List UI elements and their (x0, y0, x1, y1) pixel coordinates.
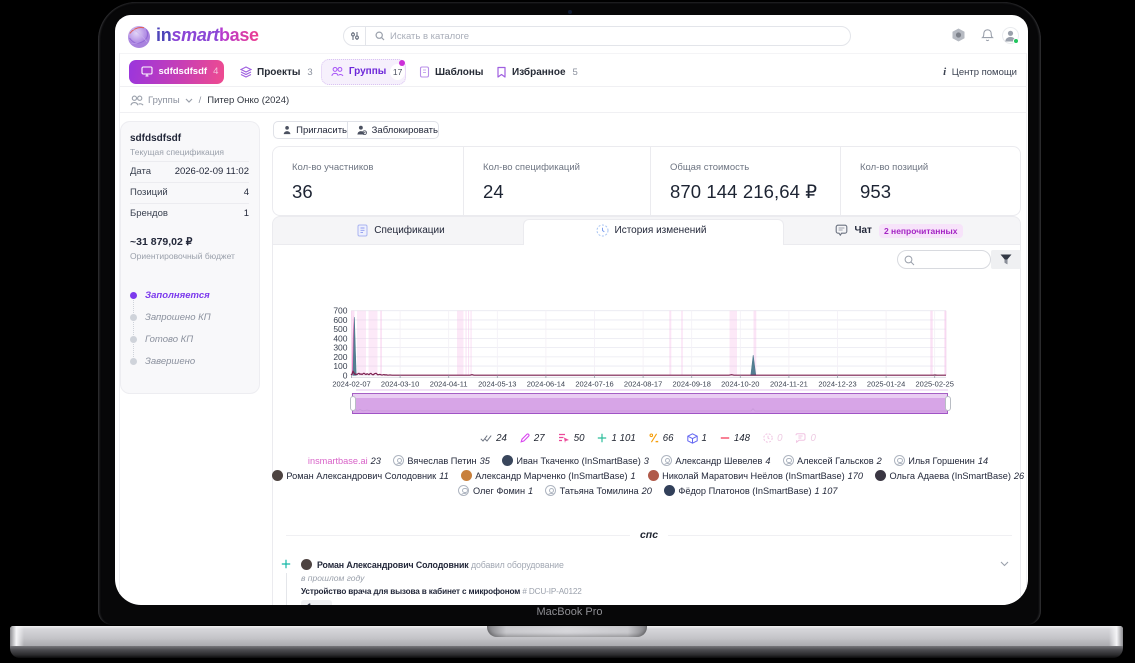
svg-text:400: 400 (333, 333, 347, 343)
svg-text:2024-10-20: 2024-10-20 (721, 379, 759, 388)
svg-text:2024-06-14: 2024-06-14 (527, 379, 565, 388)
svg-text:2024-08-17: 2024-08-17 (624, 379, 662, 388)
svg-text:700: 700 (333, 306, 347, 316)
svg-text:2024-07-16: 2024-07-16 (575, 379, 613, 388)
svg-text:2025-01-24: 2025-01-24 (867, 379, 905, 388)
svg-text:2024-12-23: 2024-12-23 (818, 379, 856, 388)
svg-text:2024-03-10: 2024-03-10 (381, 379, 419, 388)
svg-text:2024-02-07: 2024-02-07 (332, 379, 370, 388)
svg-text:300: 300 (333, 343, 347, 353)
svg-text:2024-04-11: 2024-04-11 (430, 379, 468, 388)
svg-text:2024-09-18: 2024-09-18 (673, 379, 711, 388)
svg-text:100: 100 (333, 361, 347, 371)
svg-text:500: 500 (333, 324, 347, 334)
svg-text:2024-05-13: 2024-05-13 (478, 379, 516, 388)
svg-text:600: 600 (333, 315, 347, 325)
svg-text:0: 0 (343, 370, 348, 380)
svg-text:200: 200 (333, 352, 347, 362)
svg-text:2025-02-25: 2025-02-25 (916, 379, 954, 388)
svg-text:2024-11-21: 2024-11-21 (770, 379, 808, 388)
